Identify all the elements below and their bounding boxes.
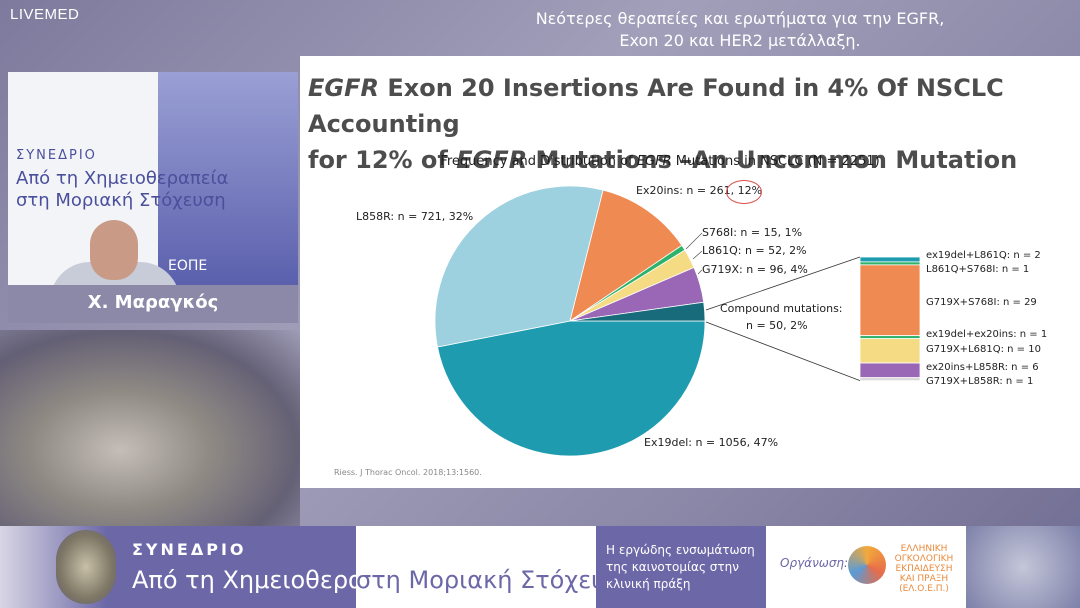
- footer-conference-a: Από τη Χημειοθεραπεία: [132, 566, 416, 594]
- compound-bar-ex19del-ex20ins: [859, 335, 921, 340]
- label-g719x: G719X: n = 96, 4%: [702, 263, 808, 276]
- footer-light-panel: [356, 526, 596, 608]
- chart-title: Frequency and Distribution of EGFR Mutat…: [420, 154, 900, 169]
- footer-right-art: [966, 526, 1080, 608]
- slide-title-part2: Exon 20 Insertions Are Found in 4% Of NS…: [308, 74, 1004, 138]
- compound-bar-g719x-l681q: [859, 338, 921, 364]
- label-ex19del: Ex19del: n = 1056, 47%: [644, 436, 779, 449]
- presentation-slide: EGFR Exon 20 Insertions Are Found in 4% …: [300, 56, 1080, 488]
- livemed-logo: LIVEMED: [10, 6, 80, 23]
- banner-syn: ΣΥΝΕΔΡΙΟ: [16, 148, 97, 163]
- organizer-label: Οργάνωση:: [780, 556, 849, 570]
- label-l858r: L858R: n = 721, 32%: [356, 210, 474, 223]
- organizer-name: ΕΛΛΗΝΙΚΗ ΟΓΚΟΛΟΓΙΚΗ ΕΚΠΑΙΔΕΥΣΗ ΚΑΙ ΠΡΑΞΗ…: [894, 544, 954, 594]
- highlight-circle: [726, 180, 762, 204]
- banner-logo: ΕΟΠΕ: [168, 258, 208, 274]
- label-ex20ins-l858r: ex20ins+L858R: n = 6: [926, 362, 1039, 373]
- pie-slice-ex19del: [437, 320, 706, 457]
- slide-title: EGFR Exon 20 Insertions Are Found in 4% …: [308, 70, 1078, 178]
- compound-bar-ex19del-l861q: [859, 256, 921, 263]
- leader-line-2: [697, 269, 703, 275]
- background-artwork: [0, 330, 300, 530]
- slide-title-egfr-2: EGFR: [456, 146, 528, 174]
- banner-art: [158, 72, 298, 285]
- presenter-head: [90, 220, 138, 280]
- footer-tagline: Η εργώδης ενσωμάτωση της καινοτομίας στη…: [606, 543, 755, 591]
- slide-title-part3: for 12% of: [308, 146, 457, 174]
- label-g719x-l681q: G719X+L681Q: n = 10: [926, 344, 1041, 355]
- connector-line-0: [705, 256, 861, 311]
- footer-tagline-panel: [596, 526, 766, 608]
- compound-bar-g719x-s768i: [859, 264, 921, 337]
- session-title-line1: Νεότερες θεραπείες και ερωτήματα για την…: [535, 9, 945, 28]
- banner-line2: στη Μοριακή Στόχευση: [16, 190, 226, 211]
- label-g719x-l858r: G719X+L858R: n = 1: [926, 376, 1034, 387]
- compound-bar-l861q-s768i: [859, 261, 921, 266]
- leader-line-0: [685, 232, 703, 250]
- session-title: Νεότερες θεραπείες και ερωτήματα για την…: [460, 8, 1020, 52]
- pie-slice-compound-mutations: [569, 301, 706, 322]
- chart-title-c: Mutations in NSCLC (N = 2251): [671, 154, 880, 169]
- label-ex19del-l861q: ex19del+L861Q: n = 2: [926, 250, 1041, 261]
- pie-chart: [434, 185, 921, 457]
- footer-conference-b: στη Μοριακή Στόχευση: [356, 566, 636, 594]
- slide-title-part5: Mutations –An Uncommon Mutation: [527, 146, 1018, 174]
- chart-title-egfr: EGFR: [636, 154, 672, 169]
- label-l861q: L861Q: n = 52, 2%: [702, 244, 807, 257]
- speaker-name: Χ. Μαραγκός: [8, 285, 298, 323]
- compound-bar-ex20ins-l858r: [859, 362, 921, 379]
- pie-slice-l858r: [434, 185, 604, 348]
- presenter-video: ΣΥΝΕΔΡΙΟ Από τη Χημειοθεραπεία στη Μορια…: [8, 72, 298, 285]
- label-g719x-s768i: G719X+S768I: n = 29: [926, 297, 1037, 308]
- banner-line1: Από τη Χημειοθεραπεία: [16, 168, 229, 189]
- organizer-logo: [848, 546, 886, 584]
- label-l861q-s768i: L861Q+S768I: n = 1: [926, 264, 1030, 275]
- connector-line-1: [705, 321, 861, 382]
- footer-syn-title: ΣΥΝΕΔΡΙΟ: [132, 540, 247, 559]
- session-title-line2: Exon 20 και HER2 μετάλλαξη.: [619, 31, 861, 50]
- label-s768i: S768I: n = 15, 1%: [702, 226, 803, 239]
- figurine-image: [56, 530, 116, 604]
- slide-title-egfr-1: EGFR: [308, 74, 379, 102]
- leader-line-1: [692, 250, 703, 260]
- citation: Riess. J Thorac Oncol. 2018;13:1560.: [334, 468, 482, 477]
- label-compound-count: n = 50, 2%: [746, 319, 808, 332]
- label-compound: Compound mutations:: [720, 302, 843, 315]
- pie-slice-ex20ins: [569, 189, 683, 322]
- compound-bar-g719x-l858r: [859, 377, 921, 382]
- label-ex19del-ex20ins: ex19del+ex20ins: n = 1: [926, 329, 1048, 340]
- chart-title-a: Frequency and Distribution of: [440, 154, 637, 169]
